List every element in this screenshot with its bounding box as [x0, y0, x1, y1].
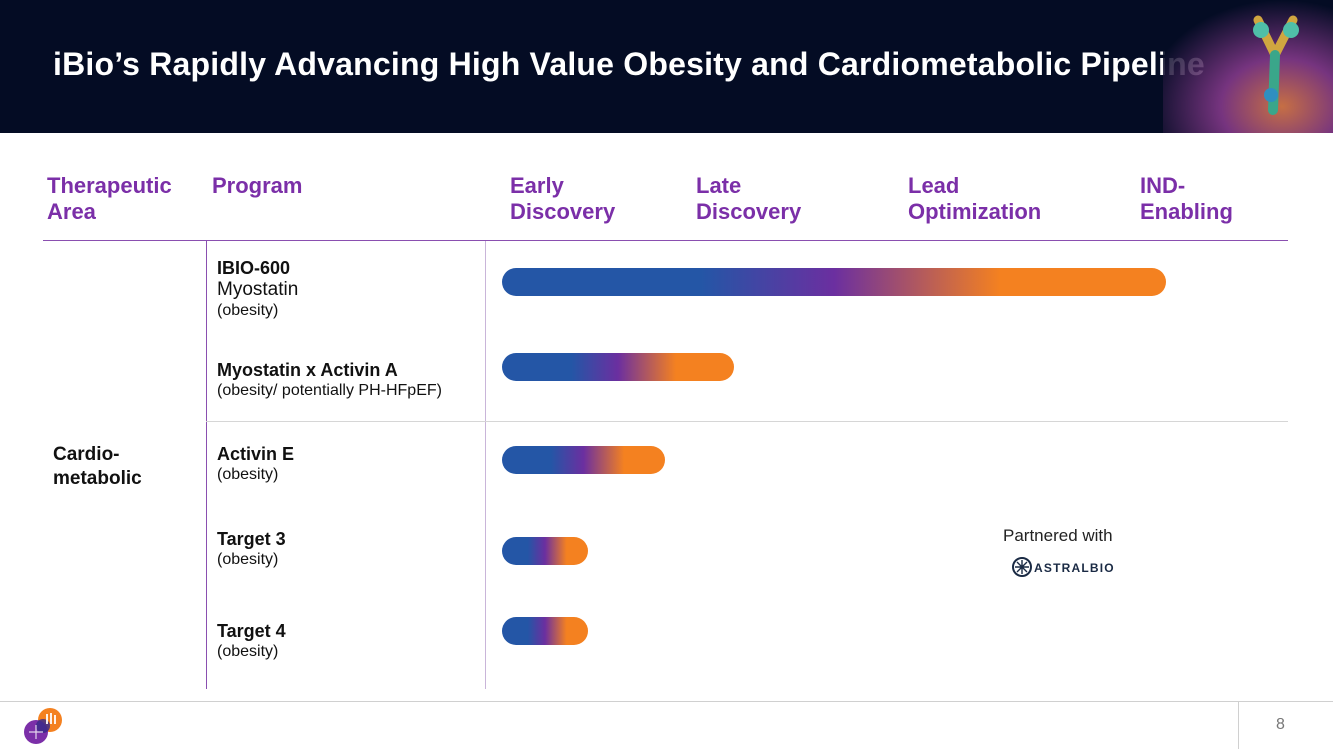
column-header-line: Optimization — [908, 199, 1042, 224]
program-indication: (obesity) — [217, 643, 279, 660]
program-indication: (obesity) — [217, 551, 279, 568]
program-indication: (obesity) — [217, 302, 279, 319]
therapeutic-area-label: Cardio- metabolic — [53, 443, 142, 491]
column-header-ind-enabling: IND- Enabling — [1140, 173, 1233, 225]
progress-bar-activin-e — [502, 446, 665, 474]
column-header-late-discovery: Late Discovery — [696, 173, 801, 225]
antibody-illustration-icon — [1163, 0, 1333, 133]
progress-bar-target-3 — [502, 537, 588, 565]
slide-title: iBio’s Rapidly Advancing High Value Obes… — [53, 46, 1205, 82]
column-header-line: Discovery — [696, 199, 802, 224]
area-line: Cardio- — [53, 444, 120, 465]
progress-bar-target-4 — [502, 617, 588, 645]
program-name: IBIO-600 — [217, 258, 291, 278]
column-header-lead-optimization: Lead Optimization — [908, 173, 1041, 225]
row-divider — [206, 421, 1288, 422]
area-line: metabolic — [53, 468, 142, 489]
partner-label: Partnered with — [1003, 526, 1113, 545]
program-activin-e: Activin E (obesity) — [217, 443, 294, 485]
program-name: Activin E — [217, 444, 295, 464]
progress-bar-myostatin-activin-a — [502, 353, 734, 381]
page-number: 8 — [1276, 716, 1285, 733]
program-myostatin-activin-a: Myostatin x Activin A (obesity/ potentia… — [217, 359, 442, 401]
program-column-divider — [485, 241, 486, 689]
program-indication: (obesity/ potentially PH-HFpEF) — [217, 382, 442, 399]
program-target: Myostatin — [217, 279, 299, 300]
column-header-line: Discovery — [510, 199, 616, 224]
column-header-line: Area — [47, 199, 96, 224]
astralbio-logo: ASTRALBIO — [1012, 557, 1115, 577]
program-indication: (obesity) — [217, 466, 279, 483]
column-header-line: Early — [510, 173, 564, 198]
program-ibio-600: IBIO-600 Myostatin (obesity) — [217, 257, 298, 321]
footer-divider — [0, 701, 1333, 702]
program-name: Target 3 — [217, 529, 286, 549]
partner-logo-text: ASTRALBIO — [1034, 561, 1115, 575]
column-header-program: Program — [212, 173, 303, 198]
area-column-divider — [206, 241, 207, 689]
program-name: Target 4 — [217, 621, 286, 641]
column-header-line: Late — [696, 173, 742, 198]
column-header-therapeutic-area: Therapeutic Area — [47, 173, 172, 225]
ibio-logo — [24, 708, 62, 744]
footer-page-divider — [1238, 702, 1239, 749]
program-name: Myostatin x Activin A — [217, 360, 398, 380]
column-header-early-discovery: Early Discovery — [510, 173, 615, 225]
column-header-line: Enabling — [1140, 199, 1233, 224]
slide-header: iBio’s Rapidly Advancing High Value Obes… — [0, 0, 1333, 133]
program-target-4: Target 4 (obesity) — [217, 620, 286, 662]
column-header-line: Lead — [908, 173, 960, 198]
program-target-3: Target 3 (obesity) — [217, 528, 286, 570]
column-header-line: Therapeutic — [47, 173, 172, 198]
header-divider — [43, 240, 1288, 241]
progress-bar-ibio-600 — [502, 268, 1166, 296]
column-header-line: IND- — [1140, 173, 1186, 198]
